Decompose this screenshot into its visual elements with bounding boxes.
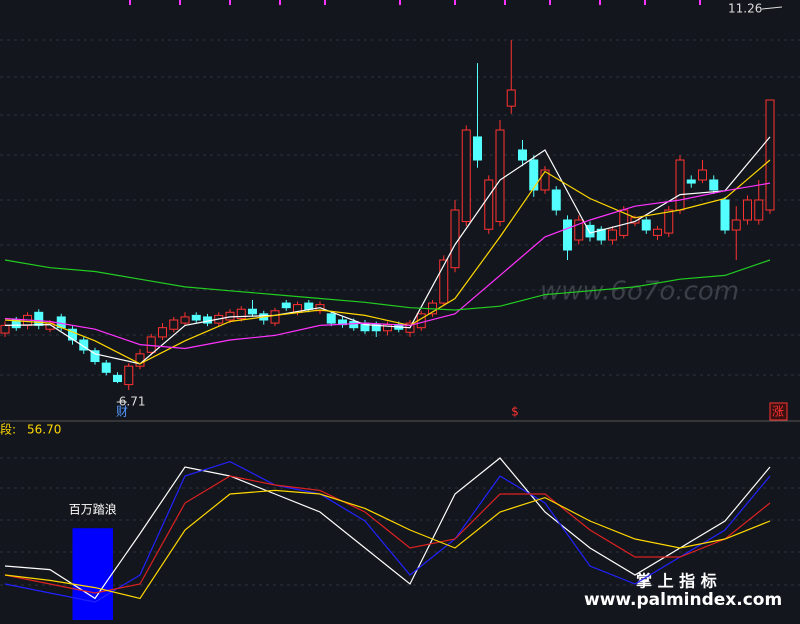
signal-bar — [72, 528, 113, 620]
indicator-line — [4, 182, 771, 350]
candle-body — [585, 224, 595, 238]
high-arrow — [761, 6, 783, 10]
candle-body — [146, 336, 156, 353]
candle-body — [675, 159, 685, 211]
candle-body — [113, 374, 122, 383]
top-ticks — [129, 0, 701, 5]
candle-body — [720, 199, 730, 231]
candle-body — [248, 308, 257, 315]
candle-body — [731, 219, 741, 231]
marker: $ — [511, 405, 519, 419]
candle-body — [34, 311, 44, 326]
candle-body — [180, 316, 190, 324]
candle-body — [236, 308, 246, 319]
marker: 涨 — [772, 404, 784, 419]
candle-body — [225, 311, 235, 321]
indicator-value: 56.70 — [27, 423, 61, 437]
low-label: 6.71 — [119, 395, 146, 409]
candle-body — [529, 159, 539, 191]
candle-body — [686, 179, 696, 184]
indicator-line — [4, 457, 771, 600]
candle-body — [484, 179, 494, 230]
candle-body — [698, 169, 707, 181]
candle-body — [596, 228, 606, 241]
candle-body — [608, 229, 617, 241]
candle-body — [68, 328, 77, 341]
candle-body — [79, 339, 89, 351]
candle-body — [191, 314, 201, 321]
marker-box — [769, 402, 788, 421]
candle-body — [450, 209, 460, 269]
candle-body — [326, 313, 336, 324]
candle-body — [743, 199, 752, 221]
candle-body — [169, 319, 179, 330]
candle-body — [281, 302, 291, 309]
watermark: www.6o7o.com — [540, 277, 739, 307]
candle-body — [551, 189, 561, 211]
candle-body — [540, 169, 550, 191]
watermark: 掌 上 指 标 — [636, 572, 717, 591]
candle-body — [349, 321, 359, 329]
candle-body — [563, 219, 572, 251]
signal-label: 百万踏浪 — [69, 502, 117, 517]
candle-body — [664, 209, 674, 234]
candle-body — [754, 199, 764, 221]
candle-body — [90, 350, 100, 363]
grid — [0, 39, 800, 586]
candle-body — [0, 324, 10, 334]
candle-body — [473, 136, 482, 161]
candle-body — [101, 362, 111, 373]
candle-body — [506, 89, 516, 107]
candle-body — [270, 310, 280, 324]
indicator-line — [4, 259, 771, 311]
candle-body — [518, 149, 527, 161]
marker: 财 — [116, 405, 128, 419]
candle-body — [574, 219, 584, 241]
candle-body — [124, 365, 134, 386]
candle-body — [765, 99, 775, 211]
watermark: www.palmindex.com — [584, 590, 782, 610]
candle-body — [304, 302, 314, 310]
indicator-line — [4, 159, 771, 365]
candle-body — [11, 319, 21, 329]
candle-body — [371, 324, 381, 332]
candle-body — [653, 228, 662, 236]
candle-body — [461, 129, 471, 223]
candle-body — [641, 219, 651, 231]
candle-body — [158, 327, 167, 338]
indicator-name: 段: — [0, 422, 16, 437]
indicator-line — [4, 460, 771, 603]
high-label: 11.26 — [728, 2, 762, 16]
candle-body — [709, 179, 719, 191]
candle-body — [495, 129, 505, 223]
indicator-line — [4, 489, 771, 600]
candle-body — [439, 259, 449, 304]
indicator-line — [4, 475, 771, 594]
